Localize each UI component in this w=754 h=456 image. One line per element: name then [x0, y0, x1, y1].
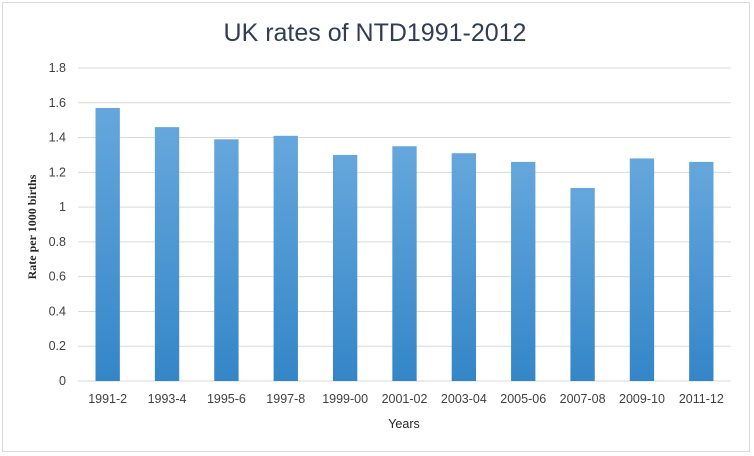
bar-2003-04 [451, 153, 477, 381]
x-axis-title: Years [388, 417, 420, 431]
bar-1993-4 [154, 127, 180, 381]
x-axis-ticks: 1991-2 1993-4 1995-6 1997-8 1999-00 2001-02 20… [88, 392, 724, 406]
y-tick-label: 1.2 [49, 165, 66, 179]
chart-frame: UK rates of NTD1991-2012 0 0.2 0.4 0.6 0.8 1 1… [2, 2, 750, 452]
y-tick-label: 1 [59, 200, 66, 214]
y-tick-label: 1.8 [49, 61, 66, 75]
y-tick-label: 1.6 [49, 96, 66, 110]
x-tick-label: 1999-00 [322, 392, 368, 406]
bar-1995-6 [214, 139, 239, 381]
y-tick-label: 0.4 [49, 304, 66, 318]
bar-2009-10 [629, 158, 655, 381]
y-tick-label: 0.2 [49, 339, 66, 353]
x-tick-label: 2003-04 [441, 392, 487, 406]
x-tick-label: 2011-12 [679, 392, 724, 406]
chart-title: UK rates of NTD1991-2012 [224, 19, 527, 47]
x-tick-label: 1991-2 [88, 392, 127, 406]
bars [95, 107, 714, 381]
y-tick-label: 0.6 [49, 270, 66, 284]
x-tick-label: 2001-02 [382, 392, 428, 406]
bar-1991-2 [95, 107, 120, 381]
bar-2011-12 [689, 161, 714, 381]
y-tick-label: 0.8 [49, 235, 66, 249]
y-axis-title: Rate per 1000 births [25, 174, 39, 279]
x-tick-label: 1993-4 [148, 392, 187, 406]
bar-chart: UK rates of NTD1991-2012 0 0.2 0.4 0.6 0.8 1 1… [25, 19, 731, 431]
bar-2001-02 [392, 146, 417, 381]
x-tick-label: 1997-8 [266, 392, 305, 406]
x-tick-label: 1995-6 [207, 392, 246, 406]
bar-1999-00 [332, 154, 358, 381]
x-tick-label: 2007-08 [560, 392, 606, 406]
x-tick-label: 2005-06 [500, 392, 546, 406]
y-tick-label: 1.4 [49, 131, 66, 145]
y-tick-label: 0 [59, 374, 66, 388]
bar-2007-08 [570, 187, 595, 381]
bar-1997-8 [273, 135, 298, 381]
y-axis-ticks: 0 0.2 0.4 0.6 0.8 1 1.2 1.4 1.6 1.8 [49, 61, 66, 388]
x-tick-label: 2009-10 [619, 392, 665, 406]
bar-2005-06 [511, 161, 536, 381]
